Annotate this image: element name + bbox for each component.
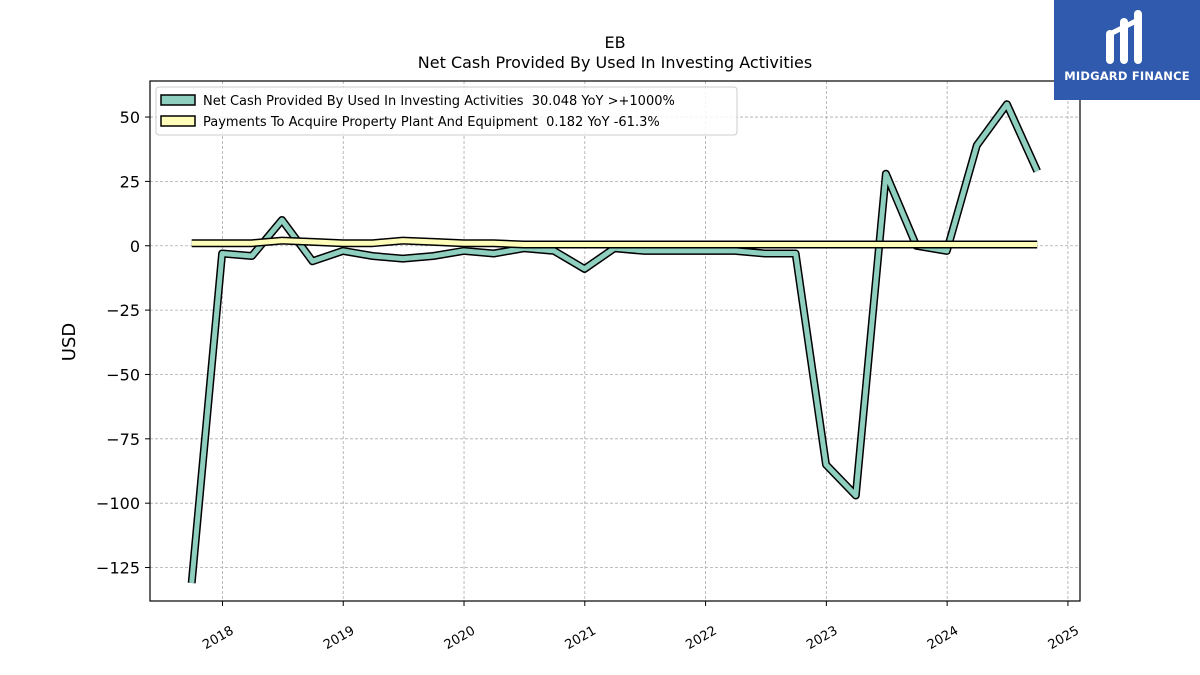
logo-text: MIDGARD FINANCE <box>1064 69 1190 83</box>
legend-box <box>155 86 738 136</box>
series-line-outline-0 <box>187 100 1041 584</box>
legend: Net Cash Provided By Used In Investing A… <box>155 86 738 136</box>
y-tick-label: 0 <box>130 237 140 256</box>
x-tick-label: 2023 <box>804 623 840 653</box>
x-tick-label: 2018 <box>200 623 236 653</box>
y-tick-label: −75 <box>106 430 140 449</box>
chart-title: EB <box>604 33 625 52</box>
x-ticks: 2018 2019 2020 2021 2022 2023 2024 2025 <box>200 601 1082 653</box>
plot-frame <box>149 80 1081 602</box>
x-tick-label: 2020 <box>442 623 478 653</box>
y-ticks: 50 25 0 −25 −50 −75 −100 −125 <box>96 108 150 578</box>
series-line-1 <box>191 238 1038 247</box>
series-line-0 <box>189 101 1040 584</box>
legend-swatch-ppe <box>160 115 196 127</box>
legend-swatch-net-cash <box>160 94 196 106</box>
legend-label-ppe: Payments To Acquire Property Plant And E… <box>203 115 660 130</box>
y-tick-label: −25 <box>106 301 140 320</box>
x-tick-label: 2019 <box>321 623 357 653</box>
y-tick-label: −50 <box>106 365 140 384</box>
y-tick-label: −100 <box>96 494 140 513</box>
x-tick-label: 2024 <box>925 623 961 653</box>
midgard-logo-icon <box>1106 10 1142 64</box>
y-axis-label: USD <box>59 323 80 361</box>
x-tick-label: 2025 <box>1046 623 1082 653</box>
midgard-finance-logo: MIDGARD FINANCE <box>1054 0 1200 100</box>
chart-subtitle: Net Cash Provided By Used In Investing A… <box>418 53 812 72</box>
y-tick-label: 25 <box>120 172 140 191</box>
x-tick-label: 2022 <box>683 623 719 653</box>
legend-label-net-cash: Net Cash Provided By Used In Investing A… <box>203 94 675 109</box>
series-layer <box>187 100 1041 584</box>
grid <box>150 81 1080 601</box>
y-tick-label: 50 <box>120 108 140 127</box>
x-tick-label: 2021 <box>563 623 599 653</box>
y-tick-label: −125 <box>96 559 140 578</box>
